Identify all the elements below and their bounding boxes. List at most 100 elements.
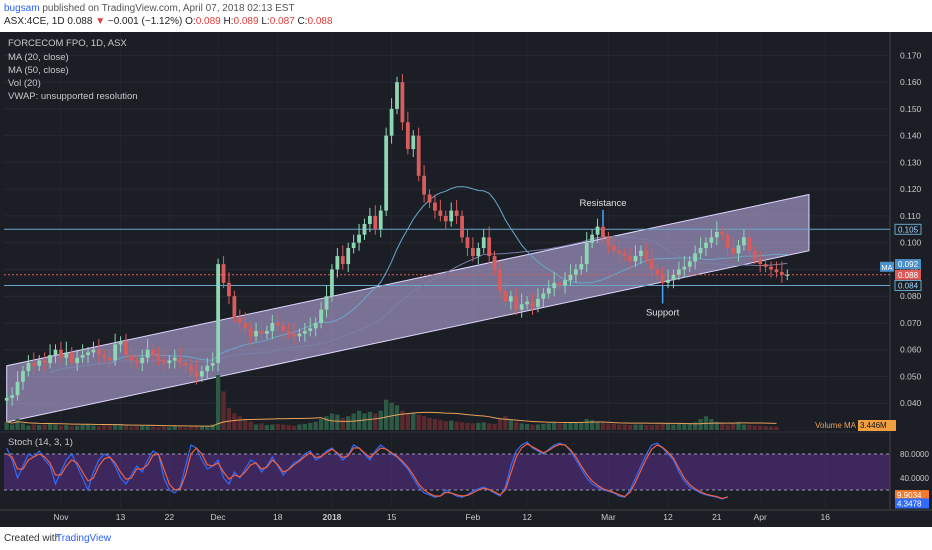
legend-ma20: MA (20, close) (8, 52, 69, 63)
candle-body (611, 245, 616, 251)
volume-bar (259, 423, 264, 430)
price-tick-label: 0.040 (900, 398, 922, 408)
candle-body (660, 274, 665, 283)
candle-body (492, 256, 497, 270)
candle-body (649, 258, 654, 270)
volume-bar (75, 425, 80, 430)
legend-ma50: MA (50, close) (8, 65, 69, 76)
chart-canvas[interactable]: 0.170 0.160 0.150 0.140 0.130 0.120 0.110 0.100… (0, 32, 932, 527)
candle-body (324, 296, 329, 310)
close-label: C: (297, 16, 308, 27)
candle-body (704, 242, 708, 249)
volume-bar (497, 419, 503, 430)
time-tick-label: 21 (712, 512, 722, 522)
volume-bar (53, 424, 58, 430)
tradingview-logo[interactable]: TradingView (56, 533, 112, 544)
candle-body (405, 122, 410, 150)
time-tick-label: 16 (821, 512, 831, 522)
volume-bar (546, 423, 551, 430)
volume-bar (720, 423, 725, 430)
candle-body (113, 344, 118, 361)
candle-body (378, 210, 383, 230)
candle-body (422, 175, 427, 195)
time-tick-label: 15 (387, 512, 397, 522)
volume-bar (633, 424, 638, 430)
chart-area[interactable]: 0.170 0.160 0.150 0.140 0.130 0.120 0.110 0.100… (0, 32, 932, 527)
author-link[interactable]: bugsam (4, 3, 40, 14)
price-tick-label: 0.150 (900, 104, 922, 114)
volume-bar (638, 424, 644, 430)
volume-ma-line (6, 411, 777, 427)
volume-bar (270, 424, 275, 430)
volume-bar (85, 424, 91, 430)
volume-bar (324, 416, 329, 430)
volume-bar (210, 424, 215, 430)
volume-bar (432, 419, 438, 430)
candle-body (167, 360, 172, 364)
candle-body (557, 282, 562, 286)
volume-bar (774, 426, 779, 430)
volume-bar (714, 421, 719, 430)
legend-vol: Vol (20) (8, 78, 41, 89)
ma50-line (49, 235, 788, 374)
volume-bar (671, 424, 676, 430)
legend-vwap: VWAP: unsupported resolution (8, 91, 138, 102)
time-tick-label: Feb (466, 512, 481, 522)
candle-body (10, 395, 15, 398)
price-tick-label: 0.100 (900, 238, 922, 248)
stoch-d-line (6, 443, 728, 500)
candle-body (384, 135, 389, 211)
volume-bar (64, 425, 69, 430)
price-axis-label: 0.092 (898, 260, 919, 269)
volume-bar (194, 425, 199, 430)
candle-body (687, 261, 692, 267)
candle-body (747, 237, 752, 251)
volume-bar (329, 413, 335, 430)
candle-body (313, 322, 318, 329)
candle-body (69, 352, 74, 364)
candle-body (622, 253, 627, 257)
candle-body (563, 280, 567, 286)
candle-body (709, 237, 714, 243)
candle-body (742, 237, 746, 246)
price-axis-label-box (894, 280, 922, 292)
volume-bar (26, 425, 31, 430)
volume-bar (655, 424, 660, 430)
volume-bar (167, 427, 172, 430)
publication-header: bugsam published on TradingView.com, Apr… (0, 0, 932, 30)
volume-bar (378, 410, 383, 430)
volume-bar (237, 416, 242, 430)
candle-body (546, 288, 551, 294)
candle-body (536, 298, 540, 307)
candle-body (156, 355, 161, 361)
candle-body (53, 349, 58, 356)
candle-body (628, 256, 632, 262)
candle-body (319, 309, 324, 323)
candle-body (162, 360, 166, 364)
volume-bar (91, 425, 96, 430)
price-axis-label-box (895, 259, 921, 270)
candle-body (606, 237, 611, 246)
volume-bar (340, 417, 345, 430)
volume-bar (302, 423, 308, 430)
volume-bar (107, 424, 112, 430)
symbol-label: ASX:4CE, 1D (4, 16, 65, 27)
candle-body (449, 210, 454, 222)
candle-body (568, 274, 573, 281)
volume-bar (112, 423, 118, 430)
candle-body (639, 250, 643, 257)
change-value: −0.001 (−1.12%) (107, 16, 183, 27)
candle-body (232, 296, 237, 318)
candle-body (178, 357, 183, 364)
candle-body (763, 264, 768, 267)
price-axis-label: 0.105 (898, 225, 919, 234)
volume-bar (383, 399, 389, 430)
volume-bar (698, 419, 703, 430)
volume-bar (600, 422, 606, 430)
resistance-label: Resistance (579, 198, 626, 209)
volume-bar (145, 426, 150, 430)
volume-bar (20, 423, 26, 430)
candle-body (357, 234, 361, 243)
volume-bar (557, 423, 562, 430)
volume-bar (286, 425, 291, 430)
